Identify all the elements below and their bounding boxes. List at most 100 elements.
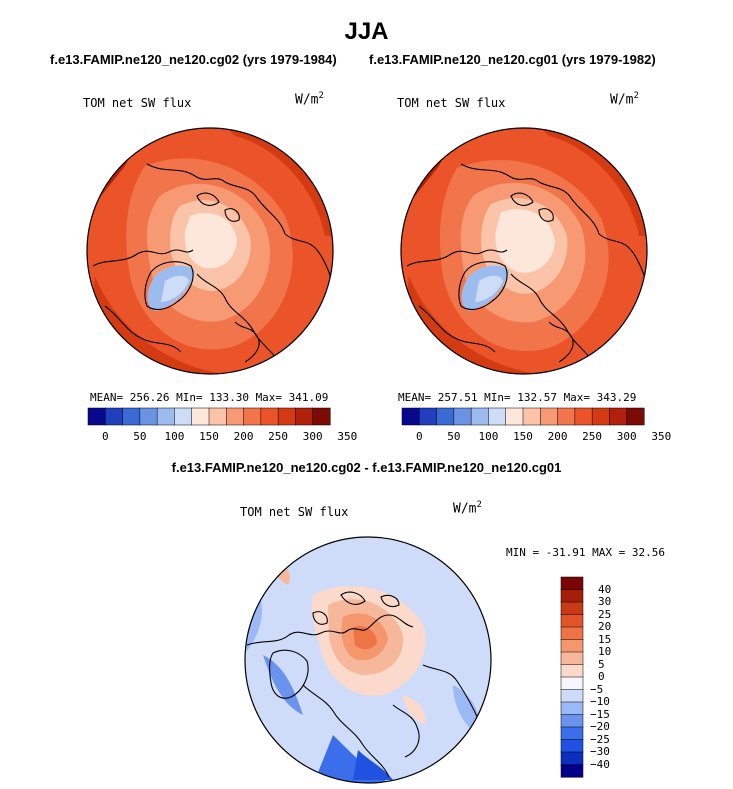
diff-colorbar-swatch: [560, 739, 584, 753]
diff-colorbar-tick-label: 20: [598, 620, 612, 633]
diff-colorbar: [560, 576, 584, 778]
diff-coastlines: [246, 591, 480, 778]
diff-colorbar-swatch: [560, 676, 584, 691]
colorbar-swatch: [295, 407, 314, 426]
colorbar-swatch: [312, 407, 331, 426]
left-colorbar-ticks: 0 50 100 150 200 250 300 350: [88, 430, 357, 444]
diff-polar-map: [244, 536, 492, 784]
colorbar-swatch: [105, 407, 124, 426]
right-map-region-palest: [495, 209, 555, 273]
left-coastlines: [92, 163, 333, 367]
diff-colorbar-swatch: [560, 751, 584, 766]
diff-colorbar-swatch: [560, 726, 584, 741]
colorbar-swatch: [488, 407, 507, 426]
diff-map-border: [244, 536, 492, 784]
figure-title: JJA: [344, 18, 389, 45]
left-polar-map: [86, 127, 334, 375]
diff-map-region-blue5: [263, 655, 303, 715]
diff-colorbar-tick-label: 40: [598, 582, 612, 596]
diff-map-region-blue6: [453, 685, 480, 735]
colorbar-swatch: [436, 407, 455, 426]
right-polar-map: [400, 127, 648, 375]
diff-colorbar-tick-label: −40: [590, 757, 610, 771]
right-variable-label: TOM net SW flux: [397, 96, 506, 110]
colorbar-swatch: [208, 407, 227, 426]
left-stats: MEAN= 256.26 MIn= 133.30 Max= 341.09: [90, 391, 329, 404]
diff-colorbar-tick-label: −15: [590, 707, 610, 721]
colorbar-swatch: [87, 407, 106, 426]
colorbar-swatch: [277, 407, 296, 426]
colorbar-swatch: [226, 407, 245, 426]
diff-colorbar-tick-label: 0: [598, 670, 605, 683]
diff-colorbar-tick-label: −10: [590, 695, 610, 708]
colorbar-tick-label: 350: [337, 430, 358, 443]
colorbar-swatch: [470, 407, 489, 426]
right-colorbar: [401, 407, 645, 426]
colorbar-swatch: [174, 407, 193, 426]
colorbar-tick-label: 300: [302, 430, 323, 443]
diff-colorbar-tick-label: 15: [598, 632, 612, 646]
right-colorbar-ticks: 0 50 100 150 200 250 300 350: [402, 430, 671, 444]
colorbar-swatch: [591, 407, 610, 426]
colorbar-swatch: [557, 407, 576, 426]
left-units-label: W/m2: [295, 91, 324, 108]
right-map-border: [400, 127, 648, 375]
diff-colorbar-ticks: 40 30 25 20 15 10 5 0 −5 −10 −15 −20 −25 −30 −40: [590, 577, 650, 777]
left-variable-label: TOM net SW flux: [83, 96, 192, 110]
diff-map-region-hot: [353, 625, 377, 650]
right-greenland-core: [475, 275, 503, 302]
colorbar-swatch: [574, 407, 593, 426]
diff-panel-title: f.e13.FAMIP.ne120_ne120.cg02 - f.e13.FAM…: [171, 460, 562, 475]
diff-colorbar-swatch: [560, 576, 584, 591]
colorbar-swatch: [626, 407, 645, 426]
right-coastlines: [406, 163, 647, 367]
diff-colorbar-swatch: [560, 601, 584, 616]
left-greenland-core: [161, 275, 189, 302]
colorbar-tick-label: 200: [547, 430, 568, 443]
colorbar-tick-label: 250: [268, 430, 289, 443]
diff-variable-label: TOM net SW flux: [240, 505, 349, 519]
diff-stats: MIN = -31.91 MAX = 32.56: [506, 546, 665, 559]
right-panel-title: f.e13.FAMIP.ne120_ne120.cg01 (yrs 1979-1…: [369, 52, 656, 67]
left-map-border: [86, 127, 334, 375]
colorbar-tick-label: 100: [478, 430, 499, 443]
colorbar-swatch: [139, 407, 158, 426]
colorbar-swatch: [401, 407, 420, 426]
colorbar-tick-label: 100: [164, 430, 185, 443]
colorbar-swatch: [453, 407, 472, 426]
diff-colorbar-tick-label: 25: [598, 607, 612, 621]
colorbar-swatch: [243, 407, 262, 426]
diff-colorbar-tick-label: 10: [598, 645, 612, 658]
diff-colorbar-swatch: [560, 664, 584, 678]
diff-map-region-blue4: [353, 750, 393, 780]
diff-colorbar-tick-label: 30: [598, 595, 612, 608]
diff-colorbar-tick-label: 5: [598, 657, 605, 671]
colorbar-swatch: [156, 407, 175, 426]
colorbar-tick-label: 250: [582, 430, 603, 443]
colorbar-swatch: [540, 407, 559, 426]
colorbar-tick-label: 200: [233, 430, 254, 443]
diff-colorbar-swatch: [560, 651, 584, 666]
diff-colorbar-tick-label: −25: [590, 732, 610, 746]
right-stats: MEAN= 257.51 MIn= 132.57 Max= 343.29: [398, 391, 637, 404]
colorbar-tick-label: 0: [101, 430, 109, 443]
diff-colorbar-tick-label: −20: [590, 720, 610, 733]
right-units-label: W/m2: [610, 91, 639, 108]
diff-colorbar-swatch: [560, 626, 584, 641]
colorbar-swatch: [191, 407, 210, 426]
left-colorbar: [87, 407, 331, 426]
colorbar-tick-label: 150: [199, 430, 219, 443]
diff-units-label: W/m2: [453, 500, 482, 517]
colorbar-tick-label: 300: [616, 430, 637, 443]
colorbar-tick-label: 0: [415, 430, 423, 443]
colorbar-swatch: [122, 407, 141, 426]
diff-colorbar-swatch: [560, 764, 584, 778]
colorbar-swatch: [419, 407, 438, 426]
diff-colorbar-swatch: [560, 701, 584, 716]
colorbar-swatch: [505, 407, 524, 426]
diff-colorbar-tick-label: −30: [590, 745, 610, 758]
colorbar-swatch: [522, 407, 541, 426]
diff-colorbar-swatch: [560, 689, 584, 703]
colorbar-tick-label: 50: [133, 430, 147, 443]
colorbar-swatch: [609, 407, 628, 426]
